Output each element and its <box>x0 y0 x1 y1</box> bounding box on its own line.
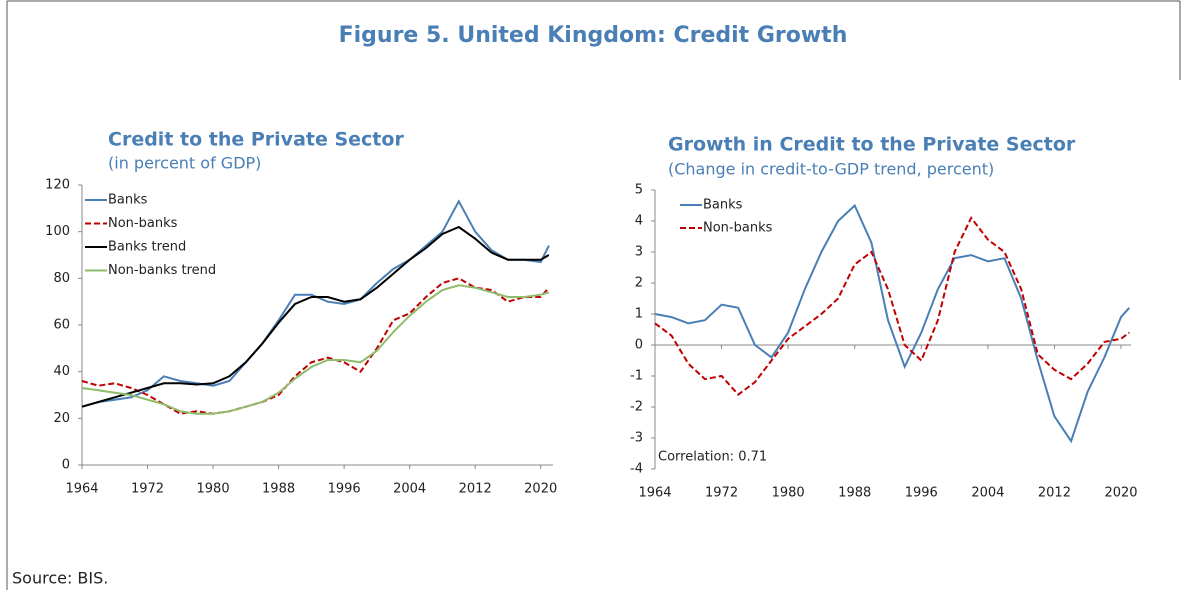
x-tick-label: 1964 <box>638 486 671 501</box>
x-tick-label: 1996 <box>905 486 938 501</box>
x-tick-label: 2012 <box>1038 486 1071 501</box>
x-tick-label: 1988 <box>262 482 295 497</box>
legend-label: Non-banks <box>703 221 773 236</box>
y-tick-label: 20 <box>53 411 70 426</box>
legend-label: Non-banks <box>108 216 178 231</box>
x-tick-label: 2004 <box>393 482 426 497</box>
x-tick-label: 2020 <box>524 482 557 497</box>
legend-label: Banks <box>108 193 148 208</box>
y-tick-label: 5 <box>635 183 643 198</box>
y-tick-label: 3 <box>635 245 643 260</box>
x-tick-label: 1988 <box>838 486 871 501</box>
y-tick-label: 4 <box>635 214 643 229</box>
x-tick-label: 1964 <box>65 482 98 497</box>
y-tick-label: 0 <box>635 338 643 353</box>
y-tick-label: -3 <box>630 431 643 446</box>
x-tick-label: 1980 <box>197 482 230 497</box>
legend-label: Non-banks trend <box>108 263 216 278</box>
x-tick-label: 2004 <box>971 486 1004 501</box>
series-line <box>81 199 550 408</box>
source: Source: BIS. <box>12 569 108 588</box>
x-tick-label: 2012 <box>459 482 492 497</box>
y-tick-label: 40 <box>53 364 70 379</box>
y-tick-label: 100 <box>45 224 70 239</box>
y-tick-label: 60 <box>53 318 70 333</box>
chart-subtitle: (Change in credit-to-GDP trend, percent) <box>668 160 994 179</box>
legend-label: Banks trend <box>108 240 186 255</box>
series-line <box>81 225 550 408</box>
x-tick-label: 1972 <box>131 482 164 497</box>
y-tick-label: -2 <box>630 400 643 415</box>
series-line <box>654 216 1130 396</box>
chart-title: Growth in Credit to the Private Sector <box>668 134 1076 156</box>
x-tick-label: 1996 <box>328 482 361 497</box>
chart-title: Credit to the Private Sector <box>108 129 404 151</box>
chart-subtitle: (in percent of GDP) <box>108 154 261 173</box>
legend-label: Banks <box>703 198 743 213</box>
y-tick-label: -4 <box>630 462 643 477</box>
y-tick-label: 0 <box>62 458 70 473</box>
y-tick-label: 80 <box>53 271 70 286</box>
series-line <box>81 284 550 415</box>
x-tick-label: 1972 <box>705 486 738 501</box>
y-tick-label: 2 <box>635 276 643 291</box>
series-line <box>654 203 1131 444</box>
y-tick-label: -1 <box>630 369 643 384</box>
x-tick-label: 2020 <box>1104 486 1137 501</box>
figure-title: Figure 5. United Kingdom: Credit Growth <box>339 23 848 48</box>
y-tick-label: 120 <box>45 178 70 193</box>
y-tick-label: 1 <box>635 307 643 322</box>
x-tick-label: 1980 <box>772 486 805 501</box>
annotation: Correlation: 0.71 <box>658 450 767 465</box>
series-line <box>81 277 550 415</box>
